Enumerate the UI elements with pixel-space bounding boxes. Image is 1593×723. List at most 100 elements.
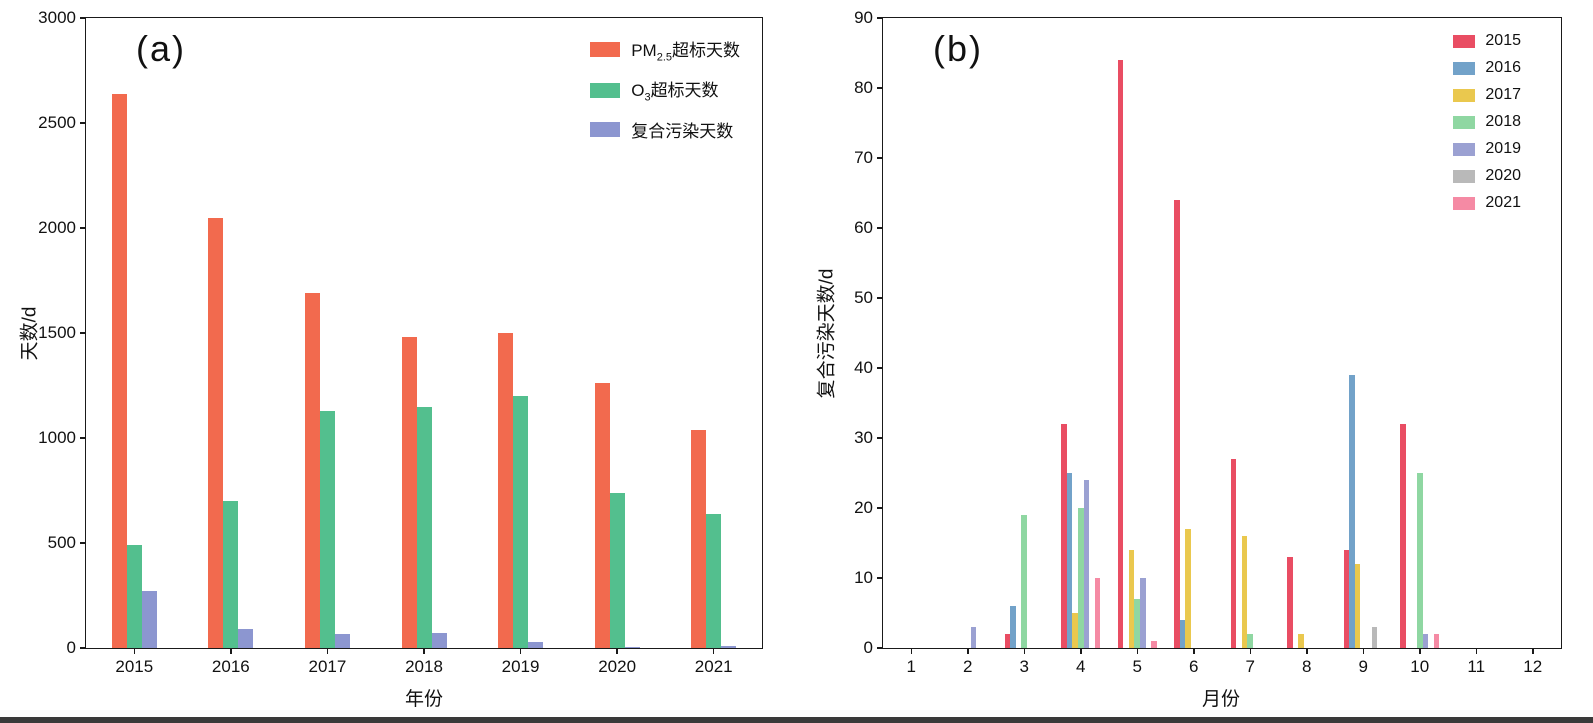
y-tick-mark [877, 367, 883, 369]
y-tick-mark [80, 437, 86, 439]
x-tick-label: 10 [1410, 657, 1430, 676]
x-tick-label: 9 [1358, 657, 1368, 676]
bar-2018-5 [1134, 599, 1141, 648]
legend-label: 2020 [1485, 167, 1521, 184]
legend-item: 2019 [1453, 140, 1521, 158]
y-tick-label: 70 [854, 148, 873, 167]
x-tick-mark [519, 648, 522, 654]
legend-item: 2016 [1453, 59, 1521, 77]
bar-2017-7 [1241, 536, 1248, 648]
x-tick-mark [1475, 648, 1477, 654]
x-tick-label: 2020 [598, 657, 637, 676]
legend-item: 2017 [1453, 86, 1521, 104]
legend-label: 2017 [1485, 86, 1521, 103]
legend-label: 2016 [1485, 59, 1521, 76]
legend-swatch [1453, 115, 1476, 129]
y-tick-mark [877, 507, 883, 509]
bar-2015-5 [1117, 60, 1124, 648]
bar-2017-6 [1185, 529, 1191, 648]
x-tick-label: 5 [1132, 657, 1142, 676]
x-tick-mark [910, 648, 912, 654]
x-tick-mark [133, 648, 136, 654]
bar-2015-9 [1343, 550, 1350, 648]
bar-2017-5 [1128, 550, 1135, 648]
panel-b-label: (b) [933, 28, 983, 69]
legend-label: PM2.5超标天数 [631, 41, 740, 64]
y-tick-label: 1000 [38, 428, 76, 447]
bar-2015-8 [1287, 557, 1293, 648]
y-tick-label: 2000 [38, 218, 76, 237]
y-tick-mark [877, 17, 883, 19]
bar-2018-7 [1247, 634, 1254, 648]
y-tick-mark [80, 227, 86, 229]
x-tick-mark [1306, 648, 1308, 654]
bar-2019-2 [970, 627, 977, 648]
legend-swatch [1453, 169, 1476, 183]
y-tick-mark [80, 647, 86, 649]
y-tick-label: 60 [854, 218, 873, 237]
legend-label: 2015 [1485, 32, 1521, 49]
x-tick-mark [326, 648, 329, 654]
bar-PM25-2020 [594, 383, 610, 648]
legend-item: 复合污染天数 [590, 117, 740, 142]
y-tick-mark [877, 297, 883, 299]
bar-2015-4 [1061, 424, 1067, 648]
bar-2018-10 [1416, 473, 1423, 648]
bar-PM25-2015 [111, 93, 127, 648]
y-tick-label: 3000 [38, 8, 76, 27]
plot-area-a: (a) PM2.5超标天数 O3超标天数 复合污染天数 0 500 1000 1500 20… [38, 8, 763, 676]
bar-2015-7 [1230, 459, 1237, 648]
bar--2019 [528, 641, 544, 648]
panel-a: (a) PM2.5超标天数 O3超标天数 复合污染天数 0 500 1000 1500 20… [0, 0, 796, 716]
x-tick-mark [1080, 648, 1082, 654]
legend-b: 2015 2016 2017 2018 2019 2020 2021 [1453, 32, 1521, 212]
bar-O3-2019 [513, 396, 529, 648]
x-tick-label: 2016 [211, 657, 250, 676]
y-tick-label: 0 [863, 638, 873, 657]
x-tick-label: 6 [1189, 657, 1199, 676]
bar--2020 [624, 646, 640, 648]
x-axis-label-b: 月份 [1201, 689, 1241, 710]
legend-item: 2021 [1453, 194, 1521, 212]
x-tick-mark [1249, 648, 1251, 654]
legend-label: 2021 [1485, 194, 1521, 211]
bar-O3-2021 [706, 513, 722, 648]
bar-PM25-2021 [691, 429, 707, 648]
y-tick-mark [80, 122, 86, 124]
bar-PM25-2019 [498, 333, 514, 648]
y-tick-mark [877, 647, 883, 649]
y-tick-label: 2500 [38, 113, 76, 132]
bar-2019-5 [1140, 578, 1146, 648]
x-tick-mark [1532, 648, 1534, 654]
y-tick-mark [877, 227, 883, 229]
bar-2016-4 [1066, 473, 1073, 648]
x-tick-label: 7 [1245, 657, 1255, 676]
legend-swatch [1453, 196, 1476, 210]
x-tick-mark [967, 648, 969, 654]
bar-2016-3 [1010, 606, 1016, 648]
bar-O3-2020 [609, 492, 625, 648]
x-tick-label: 2015 [115, 657, 154, 676]
bar-2018-4 [1077, 508, 1084, 648]
bar-2015-6 [1174, 200, 1180, 648]
bar-2019-10 [1422, 634, 1429, 648]
legend-swatch [1453, 142, 1476, 156]
bar-2017-4 [1072, 613, 1078, 648]
bar-O3-2018 [416, 406, 432, 648]
panel-b: (b) 2015 2016 2017 2018 2019 2020 2021 0 10 20 30… [797, 0, 1593, 716]
legend-label: 2018 [1485, 113, 1521, 130]
bar--2017 [334, 634, 350, 648]
x-tick-label: 11 [1467, 657, 1486, 676]
x-tick-mark [230, 648, 232, 654]
bar-O3-2016 [223, 501, 239, 648]
plot-area-b: (b) 2015 2016 2017 2018 2019 2020 2021 0 10 20 30… [854, 8, 1562, 676]
y-tick-mark [80, 542, 86, 544]
x-axis-label-a: 年份 [404, 689, 444, 710]
legend-swatch [1453, 34, 1476, 48]
panel-a-label: (a) [136, 28, 186, 69]
bar--2016 [238, 629, 254, 648]
bar-O3-2015 [126, 545, 142, 648]
bar--2021 [721, 645, 737, 648]
x-tick-mark [1419, 648, 1421, 654]
